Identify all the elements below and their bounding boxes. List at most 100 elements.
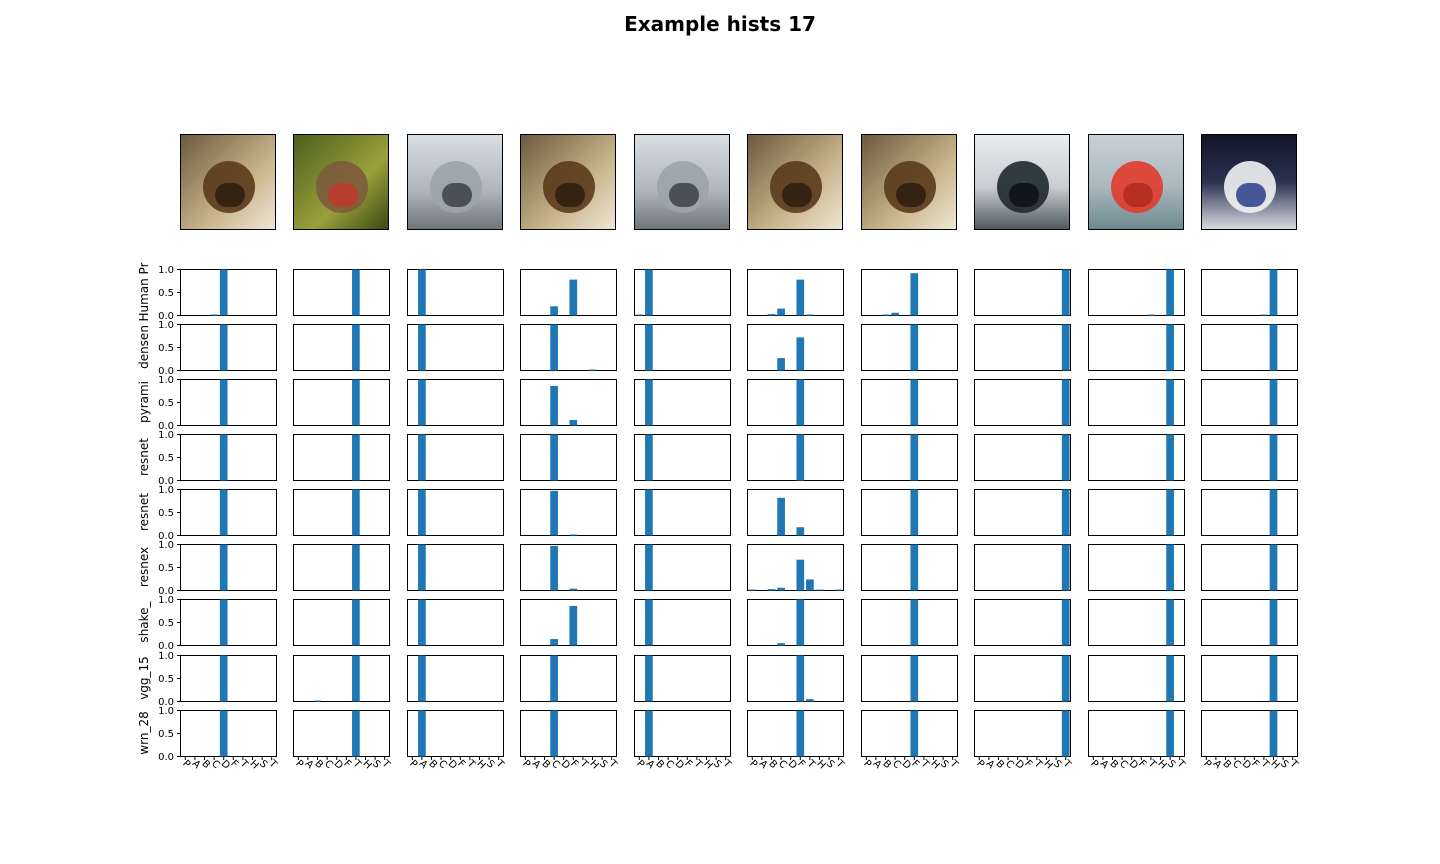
bar xyxy=(588,369,597,371)
y-tick-label: 1.0 xyxy=(158,595,174,606)
histogram-panel xyxy=(861,544,958,591)
bar xyxy=(352,599,360,646)
bar xyxy=(352,324,360,371)
bar xyxy=(550,434,558,481)
bar xyxy=(569,534,578,536)
bar xyxy=(1269,599,1278,646)
y-tick-label: 0.5 xyxy=(158,343,174,354)
histogram-panel xyxy=(747,269,844,316)
histogram-panel xyxy=(520,544,617,591)
bar xyxy=(910,544,919,591)
row-label: shake_ xyxy=(137,600,151,642)
histogram-panel xyxy=(634,655,731,702)
histogram-panel xyxy=(293,489,390,536)
bar xyxy=(219,489,228,536)
histogram-panel xyxy=(520,655,617,702)
axes-frame xyxy=(520,324,617,371)
bar xyxy=(1166,710,1174,757)
axes-frame xyxy=(180,544,277,591)
thumbnail-dog xyxy=(180,134,276,230)
bar xyxy=(219,710,228,757)
axes-frame xyxy=(180,655,277,702)
axes-frame xyxy=(634,489,731,536)
axes-frame xyxy=(1201,379,1298,426)
axes-frame xyxy=(520,655,617,702)
axes-frame xyxy=(974,489,1071,536)
row-label: resnet xyxy=(137,438,151,476)
y-tick-label: 0.0 xyxy=(158,476,174,487)
row-label: resnet xyxy=(137,493,151,531)
histogram-panel xyxy=(407,269,504,316)
axes-frame xyxy=(1088,544,1185,591)
bar xyxy=(777,358,785,371)
histogram-panel xyxy=(747,655,844,702)
bar xyxy=(569,419,578,426)
bar xyxy=(645,324,653,371)
y-tick-label: 0.5 xyxy=(158,398,174,409)
bar xyxy=(418,655,426,702)
histogram-panel xyxy=(747,324,844,371)
bar xyxy=(1061,379,1070,426)
axes-frame xyxy=(747,324,844,371)
bar xyxy=(418,489,426,536)
bar xyxy=(881,314,890,316)
histogram-panel xyxy=(861,379,958,426)
axes-frame xyxy=(1201,489,1298,536)
histogram-panel xyxy=(293,655,390,702)
histogram-panel xyxy=(293,379,390,426)
bar xyxy=(550,639,558,646)
thumbnail-frog xyxy=(293,134,389,230)
axes-frame xyxy=(293,434,390,481)
thumbnail-dog xyxy=(520,134,616,230)
axes-frame xyxy=(974,655,1071,702)
axes-frame xyxy=(407,379,504,426)
histogram-panel xyxy=(634,324,731,371)
histogram-panel: 0.0 0.5 1.0 resnex xyxy=(137,540,277,597)
bar xyxy=(352,710,360,757)
axes-frame xyxy=(520,710,617,757)
axes-frame xyxy=(407,599,504,646)
thumbnail-detail xyxy=(669,183,699,207)
row-label: pyrami xyxy=(137,381,151,423)
thumbnail-car xyxy=(634,134,730,230)
histogram-panel xyxy=(1088,489,1185,536)
axes-frame xyxy=(180,489,277,536)
bar xyxy=(219,544,228,591)
thumbnail-horse xyxy=(1201,134,1297,230)
axes-frame xyxy=(293,710,390,757)
axes-frame xyxy=(520,434,617,481)
axes-frame xyxy=(520,489,617,536)
bar xyxy=(806,314,814,316)
histogram-panel xyxy=(861,599,958,646)
thumbnail-detail xyxy=(1123,183,1153,207)
bar xyxy=(777,643,785,646)
thumbnail-detail xyxy=(215,183,245,207)
y-tick-label: 0.0 xyxy=(158,531,174,542)
bar xyxy=(1166,324,1174,371)
histogram-panel xyxy=(634,269,731,316)
histogram-panel xyxy=(1201,599,1298,646)
axes-frame xyxy=(747,710,844,757)
axes-frame xyxy=(1201,599,1298,646)
bar xyxy=(815,589,824,591)
histogram-panel xyxy=(974,489,1071,536)
axes-frame xyxy=(293,655,390,702)
bar xyxy=(418,544,426,591)
bar xyxy=(219,379,228,426)
axes-frame xyxy=(861,599,958,646)
axes-frame xyxy=(407,324,504,371)
axes-frame xyxy=(520,269,617,316)
axes-frame xyxy=(180,434,277,481)
histogram-panel xyxy=(634,379,731,426)
histogram-panel xyxy=(861,489,958,536)
axes-frame xyxy=(1201,544,1298,591)
bar xyxy=(352,489,360,536)
bar xyxy=(352,655,360,702)
bar xyxy=(352,544,360,591)
y-tick-label: 1.0 xyxy=(158,375,174,386)
x-tick-label: T xyxy=(606,758,619,771)
axes-frame xyxy=(747,544,844,591)
y-tick-label: 0.5 xyxy=(158,508,174,519)
